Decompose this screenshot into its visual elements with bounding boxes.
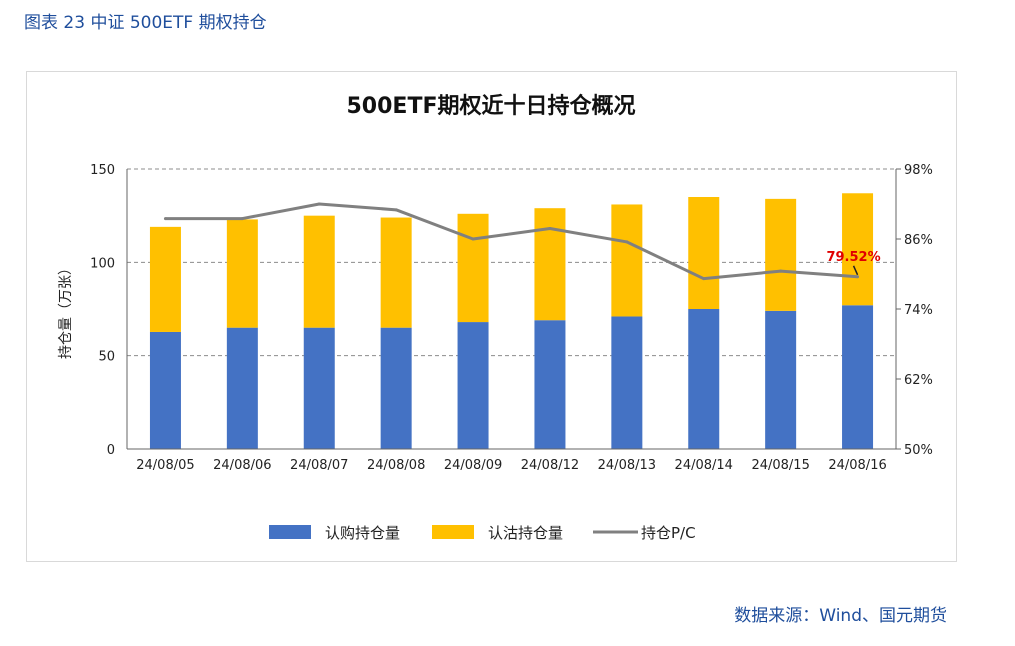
x-tick-label: 24/08/16 (828, 458, 886, 473)
bar-put-24/08/05 (149, 226, 181, 332)
y2-tick-label: 98% (904, 163, 933, 178)
bar-call-24/08/07 (303, 327, 335, 449)
y-tick-label: 100 (90, 256, 115, 271)
line-series: 79.52% (163, 202, 881, 281)
bar-put-24/08/16 (842, 193, 874, 306)
data-source: 数据来源：Wind、国元期货 (734, 606, 947, 626)
bar-call-24/08/13 (611, 316, 643, 449)
bar-call-24/08/15 (765, 310, 797, 449)
x-tick-label: 24/08/05 (136, 458, 194, 473)
bar-call-24/08/08 (380, 327, 412, 449)
y2-tick-label: 86% (904, 233, 933, 248)
bar-call-24/08/16 (842, 305, 874, 449)
pc-annotation: 79.52% (826, 250, 880, 265)
x-tick-label: 24/08/12 (521, 458, 579, 473)
legend-label-pc: 持仓P/C (641, 524, 696, 542)
pc-point-24/08/05 (163, 217, 167, 221)
pc-point-24/08/14 (702, 277, 706, 281)
pc-point-24/08/08 (394, 208, 398, 212)
chart-svg: 500ETF期权近十日持仓概况 79.52% 0 50 100 150 50% 62% 74… (58, 93, 933, 542)
chart-title: 500ETF期权近十日持仓概况 (347, 93, 636, 119)
x-tick-label: 24/08/13 (598, 458, 656, 473)
y-axis-label: 持仓量（万张） (58, 261, 74, 359)
bar-call-24/08/14 (688, 309, 720, 449)
bar-put-24/08/09 (457, 213, 489, 323)
legend-swatch-call (269, 525, 311, 539)
pc-point-24/08/07 (317, 202, 321, 206)
pc-point-24/08/16 (856, 275, 860, 279)
pc-point-24/08/13 (625, 240, 629, 244)
pc-point-24/08/06 (240, 217, 244, 221)
y2-tick-label: 50% (904, 443, 933, 458)
y-tick-label: 150 (90, 163, 115, 178)
legend-swatch-put (432, 525, 474, 539)
legend: 认购持仓量 认沽持仓量 持仓P/C (269, 524, 696, 542)
x-tick-label: 24/08/15 (751, 458, 809, 473)
bar-put-24/08/07 (303, 215, 335, 328)
pc-ratio-line (165, 202, 858, 281)
x-tick-label: 24/08/08 (367, 458, 425, 473)
bar-put-24/08/08 (380, 217, 412, 328)
axes: 0 50 100 150 50% 62% 74% 86% 98% 24/08/05 24/08/06… (90, 163, 933, 473)
figure-caption: 图表 23 中证 500ETF 期权持仓 (24, 13, 267, 33)
y-tick-label: 50 (98, 350, 115, 365)
bar-put-24/08/12 (534, 208, 566, 321)
bar-call-24/08/12 (534, 320, 566, 449)
bar-call-24/08/05 (149, 331, 181, 449)
bar-put-24/08/15 (765, 198, 797, 311)
bar-put-24/08/14 (688, 197, 720, 309)
x-tick-label: 24/08/07 (290, 458, 348, 473)
legend-label-call: 认购持仓量 (325, 524, 400, 542)
x-tick-label: 24/08/06 (213, 458, 271, 473)
y2-tick-label: 62% (904, 373, 933, 388)
bar-call-24/08/09 (457, 322, 489, 449)
bar-call-24/08/06 (226, 327, 258, 449)
pc-point-24/08/09 (471, 237, 475, 241)
pc-point-24/08/15 (779, 269, 783, 273)
pc-point-24/08/12 (548, 227, 552, 230)
legend-label-put: 认沽持仓量 (488, 524, 563, 542)
x-tick-label: 24/08/09 (444, 458, 502, 473)
bar-series (149, 193, 874, 449)
chart-container: 500ETF期权近十日持仓概况 79.52% 0 50 100 150 50% 62% 74… (26, 71, 957, 562)
annotation-leader (852, 265, 859, 276)
bar-put-24/08/13 (611, 204, 643, 317)
y-tick-label: 0 (107, 443, 115, 458)
x-tick-label: 24/08/14 (675, 458, 733, 473)
y2-tick-label: 74% (904, 303, 933, 318)
bar-put-24/08/06 (226, 219, 258, 328)
